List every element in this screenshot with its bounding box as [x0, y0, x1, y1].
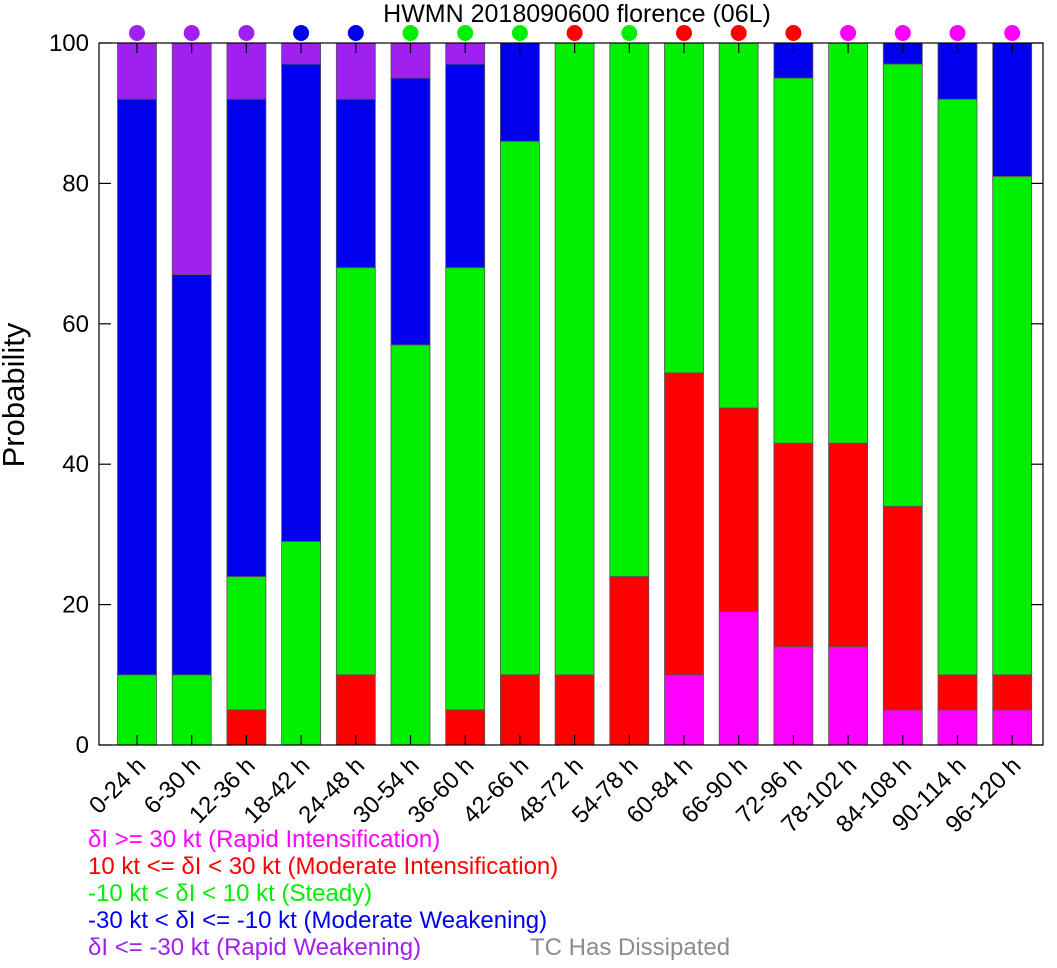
- y-axis-label: Probability: [0, 322, 31, 467]
- bar-segment: [992, 42, 1033, 177]
- bar-segment: [554, 42, 595, 676]
- top-marker: [894, 25, 911, 41]
- bar-segment: [390, 77, 431, 346]
- legend-entry-moderate-intensification: 10 kt <= δI < 30 kt (Moderate Intensific…: [88, 853, 559, 880]
- bar-segment: [335, 674, 376, 746]
- top-marker: [730, 25, 747, 41]
- bar-segment: [117, 98, 157, 676]
- bar-segment: [664, 372, 704, 676]
- bar-segment: [992, 175, 1033, 676]
- bar-segment: [171, 674, 212, 746]
- bar-segment: [335, 42, 376, 100]
- chart-title: HWMN 2018090600 florence (06L): [383, 0, 771, 28]
- top-marker: [840, 25, 857, 41]
- legend: δI >= 30 kt (Rapid Intensification) 10 k…: [88, 826, 558, 961]
- bar-segment: [499, 674, 540, 746]
- bar-segment: [609, 576, 650, 746]
- y-tick-label: 80: [62, 170, 89, 197]
- bar-segment: [609, 42, 650, 577]
- bar-segment: [882, 63, 923, 507]
- bar-segment: [445, 267, 486, 711]
- top-marker: [1004, 25, 1021, 41]
- top-marker: [785, 25, 802, 41]
- bar-segment: [937, 98, 978, 676]
- y-tick-label: 20: [62, 592, 89, 619]
- bar-segment: [718, 42, 759, 409]
- top-marker: [621, 25, 638, 41]
- plot-frame: [98, 42, 1044, 746]
- bar-segment: [281, 541, 322, 746]
- bar-segment: [828, 42, 868, 444]
- top-marker: [183, 25, 200, 41]
- top-marker: [511, 25, 528, 41]
- legend-entry-rapid-intensification: δI >= 30 kt (Rapid Intensification): [88, 826, 441, 853]
- bar-segment: [335, 267, 376, 676]
- y-tick-label: 0: [76, 732, 89, 759]
- bar-segment: [117, 674, 157, 746]
- bar-segment: [499, 42, 540, 142]
- top-marker: [129, 25, 145, 41]
- bar-segment: [171, 274, 212, 676]
- bar-segment: [828, 646, 868, 746]
- legend-entry-dissipated: TC Has Dissipated: [530, 934, 731, 961]
- top-marker: [238, 25, 255, 41]
- y-tick-label: 60: [62, 311, 89, 338]
- top-marker: [566, 25, 583, 41]
- bar-segment: [226, 98, 267, 577]
- top-marker: [676, 25, 692, 41]
- bar-segment: [390, 344, 431, 746]
- bar-segment: [718, 407, 759, 613]
- bar-segment: [554, 674, 595, 746]
- bar-segment: [445, 63, 486, 269]
- bar-segment: [992, 674, 1033, 711]
- bar-segment: [773, 646, 814, 746]
- x-tick-label: 0-24 h: [84, 752, 151, 819]
- bar-segment: [773, 442, 814, 648]
- top-marker: [293, 25, 310, 41]
- bar-segment: [281, 63, 322, 542]
- bar-segment: [171, 42, 212, 276]
- bar-segment: [718, 611, 759, 746]
- bar-segment: [664, 42, 704, 374]
- top-marker: [457, 25, 474, 41]
- legend-entry-moderate-weakening: -30 kt < δI <= -10 kt (Moderate Weakenin…: [88, 907, 548, 934]
- bar-segment: [773, 77, 814, 444]
- top-marker: [402, 25, 419, 41]
- bar-segment: [937, 674, 978, 711]
- legend-entry-rapid-weakening: δI <= -30 kt (Rapid Weakening): [88, 934, 422, 961]
- y-tick-label: 40: [62, 451, 89, 478]
- top-marker: [949, 25, 966, 41]
- bar-segment: [664, 674, 704, 746]
- top-marker: [347, 25, 364, 41]
- bar-segment: [226, 576, 267, 711]
- bar-segment: [828, 442, 868, 648]
- bar-segment: [882, 505, 923, 711]
- bar-segment: [335, 98, 376, 269]
- legend-entry-steady: -10 kt < δI < 10 kt (Steady): [88, 880, 373, 907]
- y-tick-label: 100: [49, 30, 89, 57]
- bar-segment: [499, 140, 540, 676]
